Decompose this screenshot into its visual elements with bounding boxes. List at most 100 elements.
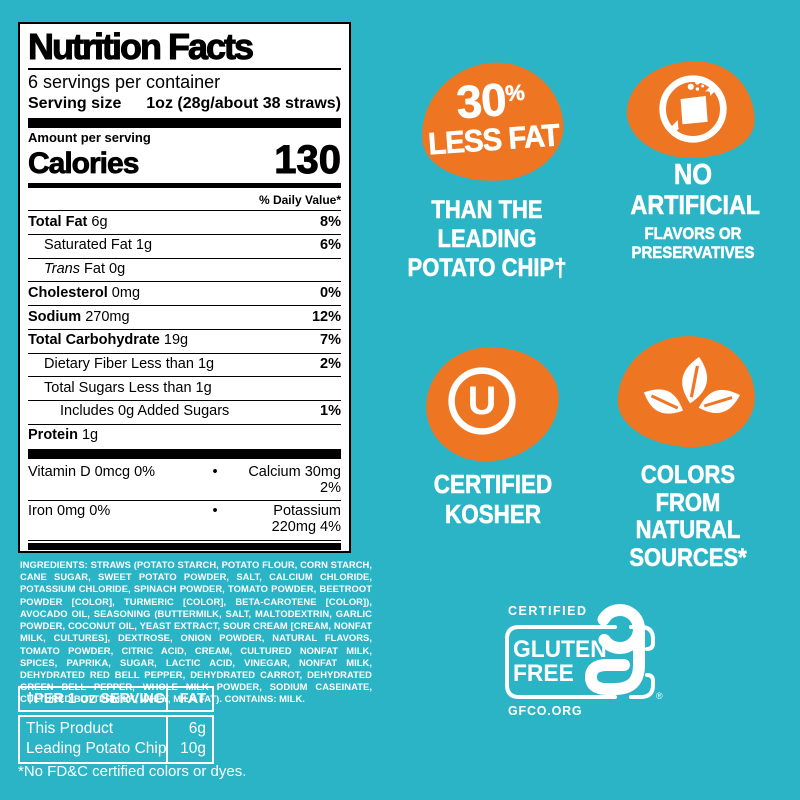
micro-right: Calcium 30mg 2% <box>248 463 341 496</box>
nutrient-name: Sodium 270mg <box>28 308 130 326</box>
nutrient-label: Total Carbohydrate <box>28 332 160 349</box>
nutrient-label: Includes 0g Added Sugars <box>60 403 230 420</box>
gluten-label: GLUTEN <box>513 636 607 663</box>
caption-line: ARTIFICIAL <box>630 190 761 221</box>
nutrient-dv: 8% <box>320 213 341 230</box>
row-value: 10g <box>180 739 206 757</box>
free-label: FREE <box>513 660 574 687</box>
nutrient-amount: 1g <box>81 427 99 444</box>
fat-table-body: This Product 6g Leading Potato Chip 10g <box>18 715 214 764</box>
micro-left: Iron 0mg 0% <box>28 503 111 520</box>
nutrient-label: Saturated Fat <box>44 237 132 254</box>
micro-row-iron-potassium: Iron 0mg 0% • Potassium 220mg 4% <box>28 501 341 541</box>
fat-table-header-row: †PER 1 oz SERVING FAT <box>18 686 214 712</box>
nutrient-label: Cholesterol <box>28 284 108 301</box>
nutrient-dv: 6% <box>320 237 341 254</box>
nutrient-name: Dietary Fiber Less than 1g <box>28 355 215 373</box>
calories-value: 130 <box>274 138 342 183</box>
certified-label: CERTIFIED <box>508 604 588 618</box>
calories-label: Calories <box>28 147 140 181</box>
gfco-org-label: GFCO.ORG <box>508 704 583 718</box>
no-artificial-caption: NO ARTIFICIAL FLAVORS OR PRESERVATIVES <box>630 159 761 263</box>
servings-per-container: 6 servings per container <box>28 72 221 93</box>
nutrient-amount: 270mg <box>85 308 130 325</box>
nutrition-facts-title: Nutrition Facts <box>28 27 341 71</box>
amount-per-serving-label: Amount per serving <box>28 130 151 146</box>
nutrient-row-trans-fat: Trans Fat 0g <box>28 259 341 283</box>
nutrient-label: Dietary Fiber <box>44 355 127 372</box>
ingredients-label: INGREDIENTS: <box>20 559 88 570</box>
nutrient-row-added-sugars: Includes 0g Added Sugars 1% <box>28 401 341 425</box>
nutrient-row-protein: Protein 1g <box>28 425 341 448</box>
nutrient-row-saturated-fat: Saturated Fat 1g 6% <box>28 235 341 259</box>
percent-number: 30 <box>454 73 508 129</box>
divider-medium <box>28 183 341 189</box>
nutrient-row-sodium: Sodium 270mg 12% <box>28 306 341 330</box>
dagger-mark: † <box>26 691 35 707</box>
nutrient-row-carbohydrate: Total Carbohydrate 19g 7% <box>28 330 341 354</box>
per-serving-label: PER 1 oz SERVING <box>34 691 166 707</box>
table-row-leading-chip: Leading Potato Chip 10g <box>26 739 206 759</box>
nutrient-label-italic: Trans <box>44 261 80 278</box>
fat-table-header-left: †PER 1 oz SERVING <box>26 691 165 707</box>
nutrient-label: Total Sugars <box>44 379 125 396</box>
micro-left: Vitamin D 0mcg 0% <box>28 463 156 480</box>
table-row-this-product: This Product 6g <box>26 719 206 739</box>
nutrient-amount: 19g <box>163 332 189 349</box>
divider-thick <box>28 118 341 129</box>
nutrient-name: Total Fat 6g <box>28 213 108 231</box>
caption-line: POTATO CHIP† <box>392 254 582 283</box>
divider-medium <box>28 542 341 550</box>
registered-trademark: ® <box>656 691 663 701</box>
nutrient-row-total-fat: Total Fat 6g 8% <box>28 211 341 235</box>
nutrient-label: Total Fat <box>28 213 88 230</box>
no-artificial-container-icon <box>659 75 727 143</box>
row-label: Leading Potato Chip <box>26 739 167 757</box>
serving-size-value: 1oz (28g/about 38 straws) <box>146 95 341 113</box>
caption-line: NO <box>673 159 713 191</box>
divider-thick <box>28 449 341 460</box>
nutrient-dv: 7% <box>320 332 341 349</box>
nutrient-row-dietary-fiber: Dietary Fiber Less than 1g 2% <box>28 354 341 378</box>
serving-size-row: Serving size 1oz (28g/about 38 straws) <box>28 95 341 116</box>
nutrient-name: Total Carbohydrate 19g <box>28 332 189 349</box>
nutrient-name: Protein 1g <box>28 427 99 444</box>
leaf-sprout-icon <box>643 357 740 414</box>
kosher-caption: CERTIFIED KOSHER <box>429 470 557 530</box>
nutrient-name: Trans Fat 0g <box>28 261 126 278</box>
micro-row-vitamin-d-calcium: Vitamin D 0mcg 0% • Calcium 30mg 2% <box>28 461 341 502</box>
fat-column-header: FAT <box>179 691 206 707</box>
nutrient-name: Saturated Fat 1g <box>28 237 153 254</box>
gfco-g-icon <box>505 604 655 699</box>
less-fat-title: LESS FAT <box>427 117 561 162</box>
nutrient-amount: 0g <box>109 261 126 278</box>
contains-value: MILK. <box>279 693 305 705</box>
fat-comparison-table: †PER 1 oz SERVING FAT This Product 6g Le… <box>18 686 214 764</box>
ingredients-text: STRAWS (POTATO STARCH, POTATO FLOUR, COR… <box>20 559 373 705</box>
bullet-separator: • <box>212 503 218 520</box>
ingredients-statement: INGREDIENTS: STRAWS (POTATO STARCH, POTA… <box>20 559 372 706</box>
caption-line: CERTIFIED <box>433 471 553 500</box>
row-value: 6g <box>188 720 206 737</box>
caption-line: THAN THE LEADING <box>431 196 543 254</box>
serving-size-label: Serving size <box>28 95 122 113</box>
caption-line: SOURCES* <box>629 543 747 572</box>
less-fat-badge-text: 30% LESS FAT <box>419 73 566 162</box>
daily-value-header: % Daily Value* <box>28 190 341 212</box>
caption-line: FLAVORS OR <box>644 224 742 244</box>
nutrient-name: Total Sugars Less than 1g <box>28 379 212 397</box>
nutrient-amount: 6g <box>91 213 108 230</box>
percent-sign: % <box>504 79 526 106</box>
nutrient-row-cholesterol: Cholesterol 0mg 0% <box>28 282 341 307</box>
nutrient-amount: 1g <box>135 237 153 254</box>
natural-colors-caption: COLORS FROM NATURAL SOURCES* <box>614 461 762 572</box>
nutrient-amount: Less than 1g <box>131 355 215 372</box>
kosher-u-symbol: U <box>468 379 497 423</box>
nutrient-dv: 0% <box>320 284 341 301</box>
column-divider <box>166 688 168 710</box>
caption-line: PRESERVATIVES <box>631 243 755 263</box>
nutrient-dv: 1% <box>320 403 341 420</box>
bullet-separator: • <box>212 463 218 480</box>
nutrient-label: Fat <box>84 261 105 278</box>
